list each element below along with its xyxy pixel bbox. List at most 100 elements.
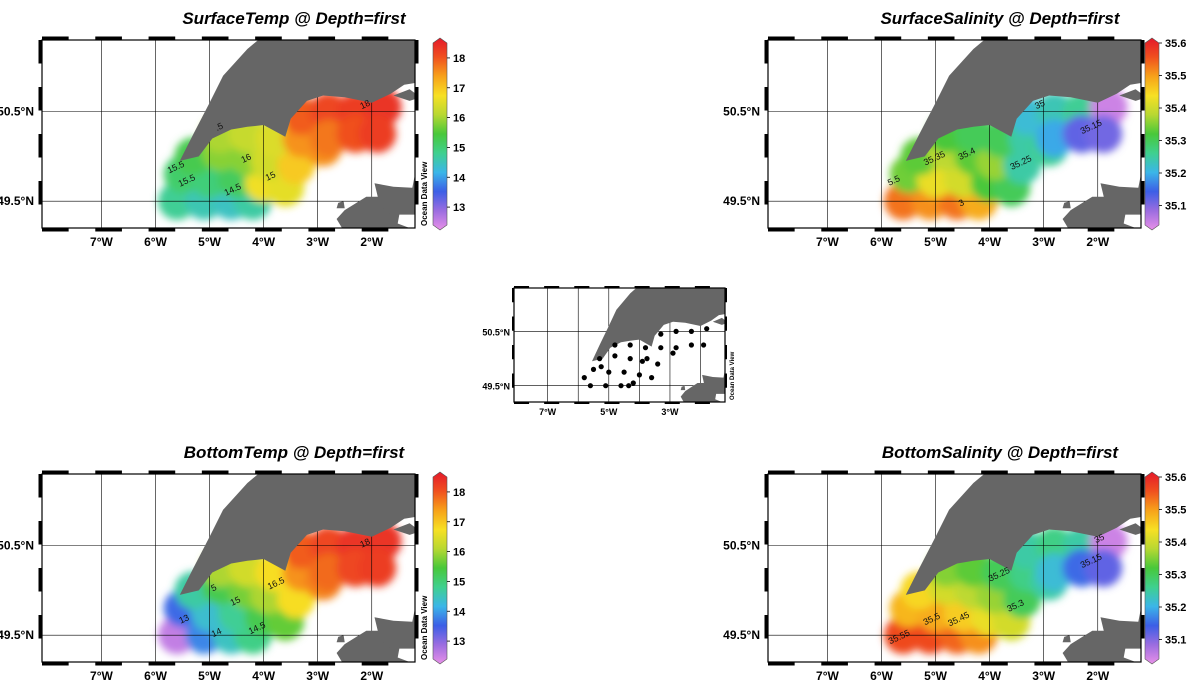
surface-temp-border-left-6 — [38, 181, 42, 205]
surface-temp-land-isle-of-wight — [393, 89, 415, 101]
surface-temp-x-tick-label-2: 5°W — [198, 235, 221, 249]
station-inset-border-left-4 — [512, 345, 514, 360]
bottom-temp-y-tick-label-0: 50.5°N — [0, 539, 34, 553]
station-inset-station-dot-2 — [618, 383, 624, 389]
surface-salinity-border-left-6 — [764, 181, 768, 205]
bottom-temp-x-tick-label-2: 5°W — [198, 669, 221, 680]
bottom-salinity-y-tick-label-0: 50.5°N — [723, 539, 760, 553]
bottom-salinity-border-top-8 — [981, 470, 1008, 474]
surface-temp-border-right-2 — [415, 87, 419, 111]
station-inset-watermark: Ocean Data View — [730, 351, 736, 400]
bottom-salinity-x-tick-label-4: 3°W — [1032, 669, 1055, 680]
surface-salinity-colorbar-label-5: 35.1 — [1165, 201, 1186, 213]
bottom-salinity-border-left-0 — [764, 474, 768, 498]
surface-salinity-contour-label-4: 5.5 — [886, 173, 902, 187]
surface-temp-border-top-4 — [148, 36, 176, 40]
surface-salinity-title: SurfaceSalinity @ Depth=first — [880, 9, 1120, 28]
bottom-salinity-colorbar-label-5: 35.1 — [1165, 635, 1186, 647]
bottom-salinity-border-top-4 — [874, 470, 902, 474]
bottom-temp-border-bottom-8 — [255, 662, 282, 666]
bottom-temp-land-isle-of-wight — [393, 523, 415, 535]
bottom-salinity-border-right-2 — [1141, 521, 1145, 545]
station-inset-y-tick-label-1: 49.5°N — [482, 382, 510, 392]
bottom-temp-border-right-0 — [415, 474, 419, 498]
bottom-salinity-border-right-0 — [1141, 474, 1145, 498]
station-inset-border-bottom-8 — [634, 402, 650, 404]
surface-salinity-x-tick-label-1: 6°W — [870, 235, 893, 249]
surface-temp-border-left-4 — [38, 134, 42, 158]
surface-temp-land-england — [179, 40, 415, 161]
surface-salinity-land-isle-of-wight — [1119, 89, 1141, 101]
surface-temp-border-top-10 — [308, 36, 336, 40]
bottom-temp-station-25 — [358, 549, 397, 587]
station-inset-station-dot-9 — [597, 356, 603, 362]
station-inset-border-left-2 — [512, 316, 514, 331]
bottom-temp-border-top-10 — [308, 470, 336, 474]
surface-temp-border-left-0 — [38, 40, 42, 64]
surface-temp-field — [158, 88, 402, 221]
station-inset-station-dot-16 — [642, 345, 649, 351]
surface-temp-contour-label-6: 15 — [264, 169, 277, 182]
station-inset-land-england — [592, 288, 725, 362]
surface-temp-colorbar-label-3: 15 — [453, 142, 465, 154]
surface-temp-border-bottom-2 — [95, 228, 122, 232]
bottom-salinity-border-right-4 — [1141, 568, 1145, 592]
bottom-temp-border-bottom-0 — [42, 662, 69, 666]
bottom-salinity-land-england — [905, 474, 1141, 595]
station-inset-border-bottom-2 — [544, 402, 560, 404]
station-inset-border-bottom-12 — [694, 402, 710, 404]
bottom-salinity-x-tick-label-2: 5°W — [924, 669, 947, 680]
station-inset-station-dot-4 — [590, 366, 597, 372]
station-inset-panel: 7°W 5°W 3°W 50.5°N 49.5°N Ocean Data View — [482, 286, 736, 417]
surface-salinity-x-tick-label-2: 5°W — [924, 235, 947, 249]
station-inset-border-bottom-6 — [604, 402, 620, 404]
surface-temp-colorbar-label-1: 17 — [453, 83, 465, 95]
station-inset-border-right-0 — [725, 288, 727, 303]
station-inset-station-dot-20 — [673, 328, 679, 334]
surface-temp-border-right-0 — [415, 40, 419, 64]
surface-temp-title: SurfaceTemp @ Depth=first — [182, 9, 407, 28]
surface-salinity-land-england — [905, 40, 1141, 161]
station-inset-land-guernsey — [680, 385, 686, 391]
surface-salinity-border-top-2 — [821, 36, 848, 40]
bottom-temp-border-right-2 — [415, 521, 419, 545]
surface-temp-colorbar-label-2: 16 — [453, 113, 465, 125]
surface-temp-border-bottom-6 — [201, 228, 229, 232]
bottom-temp-land-england — [179, 474, 415, 595]
bottom-temp-colorbar-label-4: 14 — [453, 606, 466, 618]
bottom-salinity-x-tick-label-1: 6°W — [870, 669, 893, 680]
surface-salinity-contour-label-5: 3 — [957, 197, 966, 208]
surface-temp-x-tick-label-0: 7°W — [90, 235, 113, 249]
bottom-salinity-border-bottom-4 — [874, 662, 902, 666]
surface-salinity-border-top-8 — [981, 36, 1008, 40]
surface-salinity-colorbar-label-2: 35.4 — [1165, 103, 1187, 115]
surface-salinity-border-right-4 — [1141, 134, 1145, 158]
surface-salinity-border-bottom-10 — [1034, 228, 1062, 232]
surface-salinity-border-bottom-4 — [874, 228, 902, 232]
surface-salinity-border-bottom-2 — [821, 228, 848, 232]
bottom-temp-border-top-12 — [361, 470, 389, 474]
bottom-salinity-land-guernsey — [1062, 635, 1071, 643]
surface-salinity-field — [884, 88, 1128, 221]
station-inset-station-dot-23 — [673, 345, 679, 351]
surface-temp-border-bottom-8 — [255, 228, 282, 232]
station-inset-station-dot-13 — [655, 361, 661, 367]
bottom-temp-x-tick-label-1: 6°W — [144, 669, 167, 680]
surface-salinity-border-top-6 — [927, 36, 955, 40]
bottom-temp-border-bottom-2 — [95, 662, 122, 666]
surface-temp-border-bottom-0 — [42, 228, 69, 232]
station-inset-station-dot-1 — [603, 383, 609, 389]
station-inset-station-dot-12 — [639, 358, 646, 364]
station-inset-border-top-8 — [634, 286, 650, 288]
bottom-temp-x-tick-label-3: 4°W — [252, 669, 275, 680]
bottom-temp-contour-label-0: 18 — [358, 536, 371, 549]
bottom-temp-y-tick-label-1: 49.5°N — [0, 628, 34, 642]
bottom-temp-colorbar-label-2: 16 — [453, 547, 465, 559]
station-inset-border-bottom-4 — [574, 402, 590, 404]
surface-temp-border-top-6 — [201, 36, 229, 40]
surface-temp-border-top-0 — [42, 36, 69, 40]
bottom-temp-border-right-6 — [415, 615, 419, 639]
bottom-salinity-colorbar-label-4: 35.2 — [1165, 602, 1186, 614]
bottom-temp-border-left-2 — [38, 521, 42, 545]
